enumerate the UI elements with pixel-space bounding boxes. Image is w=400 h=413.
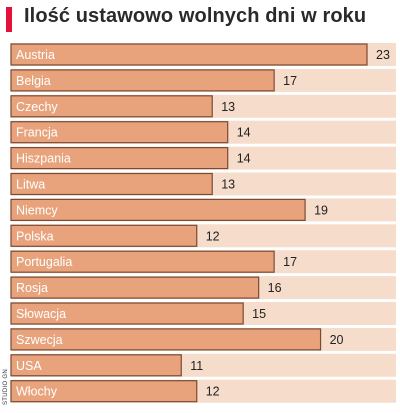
category-label: Belgia — [16, 74, 51, 88]
bar — [10, 95, 213, 118]
bar — [10, 121, 229, 144]
category-label: Portugalia — [16, 255, 72, 269]
category-label: Szwecja — [16, 333, 63, 347]
bar — [10, 172, 213, 196]
category-label: Słowacja — [16, 307, 66, 321]
value-label: 14 — [237, 152, 251, 166]
value-label: 16 — [268, 281, 282, 295]
bar — [10, 276, 260, 299]
value-label: 13 — [221, 178, 235, 192]
value-label: 11 — [190, 359, 203, 373]
bar — [10, 380, 198, 403]
category-label: Rosja — [16, 281, 48, 295]
category-label: Austria — [16, 48, 55, 62]
value-label: 17 — [283, 255, 297, 269]
category-label: Hiszpania — [16, 152, 71, 166]
category-label: Litwa — [16, 178, 45, 192]
bar — [10, 198, 306, 221]
category-label: USA — [16, 359, 42, 373]
value-label: 17 — [283, 74, 297, 88]
credit-label: STUDIO GN — [3, 368, 9, 406]
bar — [10, 147, 229, 170]
value-label: 23 — [376, 48, 390, 62]
bar — [10, 69, 275, 92]
category-label: Francja — [16, 126, 58, 140]
category-label: Włochy — [16, 385, 58, 399]
bar — [10, 302, 244, 325]
category-label: Czechy — [16, 100, 58, 114]
bar — [10, 224, 198, 247]
bar — [10, 328, 322, 351]
bar — [10, 43, 368, 66]
title-accent-bar — [6, 7, 12, 32]
category-label: Niemcy — [16, 203, 58, 217]
value-label: 15 — [252, 307, 266, 321]
bar — [10, 354, 182, 377]
value-label: 12 — [206, 229, 220, 243]
value-label: 19 — [314, 203, 328, 217]
bar — [10, 250, 275, 273]
value-label: 20 — [330, 333, 344, 347]
value-label: 14 — [237, 126, 251, 140]
chart-title: Ilość ustawowo wolnych dni w roku — [24, 5, 367, 27]
value-label: 12 — [206, 385, 220, 399]
category-label: Polska — [16, 229, 54, 243]
value-label: 13 — [221, 100, 235, 114]
